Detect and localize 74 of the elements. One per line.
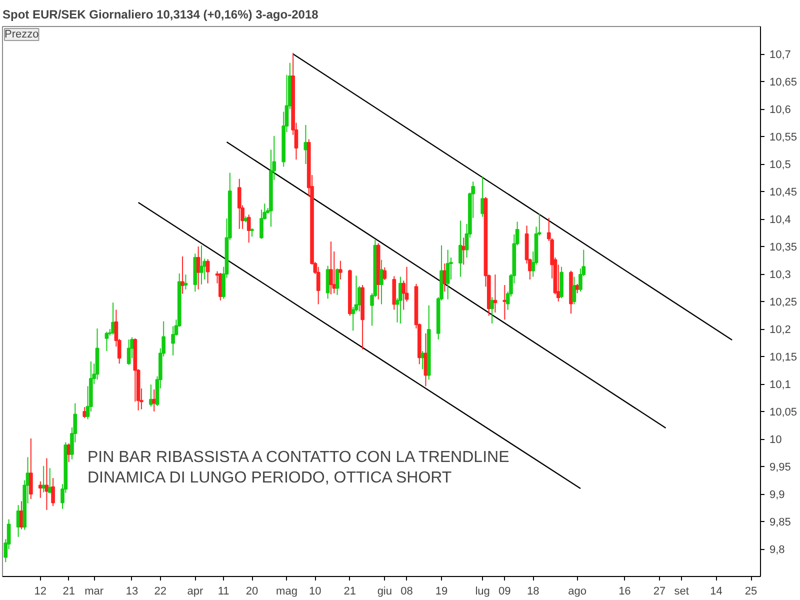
annotation: PIN BAR RIBASSISTA A CONTATTO CON LA TRENDLINE DINAMICA DI LUNGO PERIODO, OTTICA SHORT xyxy=(88,449,510,486)
x-tick-label: 27 xyxy=(653,586,666,598)
y-tick-label: 10,7 xyxy=(770,49,791,61)
x-tick-label: giu xyxy=(377,586,392,598)
y-tick-label: 9,95 xyxy=(770,462,791,474)
candlestick xyxy=(111,302,115,335)
chart-title: Spot EUR/SEK Giornaliero 10,3134 (+0,16%) 3-ago-2018 xyxy=(2,8,319,22)
candlestick xyxy=(180,256,184,294)
x-tick-label: mar xyxy=(84,586,104,598)
annotation: Prezzo xyxy=(4,28,39,40)
x-tick-label: 20 xyxy=(246,586,258,598)
y-tick-label: 10,3 xyxy=(770,269,791,281)
x-tick-label: 19 xyxy=(435,586,448,598)
candlestick xyxy=(335,268,340,296)
candlestick xyxy=(206,258,210,284)
candlestick xyxy=(382,266,387,281)
candlestick xyxy=(462,237,466,266)
y-tick-label: 10,55 xyxy=(770,132,798,144)
x-tick-label: 08 xyxy=(400,586,413,598)
x-tick-label: 09 xyxy=(498,586,511,598)
x-tick-label: 11 xyxy=(218,586,230,598)
y-tick-label: 10,2 xyxy=(770,324,791,336)
candlestick xyxy=(104,331,109,352)
y-tick-label: 10,65 xyxy=(770,76,798,88)
candlestick xyxy=(29,438,33,500)
x-tick-label: lug xyxy=(475,586,490,598)
y-tick-label: 10,5 xyxy=(770,159,791,171)
x-tick-label: 14 xyxy=(710,586,722,598)
candlestick xyxy=(480,176,484,218)
candlestick xyxy=(338,260,342,280)
y-tick-label: 9,85 xyxy=(770,516,791,528)
candlestick xyxy=(152,389,156,412)
x-tick-label: 22 xyxy=(154,586,167,598)
candlestick xyxy=(237,178,242,230)
candlestick xyxy=(329,241,333,295)
candlestick xyxy=(51,478,55,507)
y-tick-label: 10,4 xyxy=(770,214,791,226)
y-tick-label: 9,8 xyxy=(770,544,785,556)
x-tick-label: 21 xyxy=(62,586,75,598)
candlestick xyxy=(490,296,494,324)
x-tick-label: 18 xyxy=(526,586,540,598)
y-tick-label: 10,45 xyxy=(770,186,798,198)
y-tick-label: 9,9 xyxy=(770,489,785,501)
candlestick xyxy=(200,244,204,285)
y-tick-label: 10,05 xyxy=(770,406,798,418)
x-tick-label: 10 xyxy=(309,586,322,598)
candlestick xyxy=(82,406,87,419)
candlestick xyxy=(126,338,131,366)
candlestick xyxy=(380,259,384,305)
x-tick-label: set xyxy=(674,586,689,598)
x-tick-label: 21 xyxy=(344,586,356,598)
candlestick xyxy=(446,249,450,300)
y-tick-label: 10,6 xyxy=(770,104,791,116)
candlestick xyxy=(442,263,447,292)
y-tick-label: 10,15 xyxy=(770,352,798,364)
x-tick-label: apr xyxy=(187,586,204,598)
candlestick xyxy=(42,465,46,493)
candlestick xyxy=(572,276,576,305)
x-tick-label: ago xyxy=(568,586,586,598)
candlestick xyxy=(493,274,498,313)
x-tick-label: mag xyxy=(276,586,298,598)
candlestick xyxy=(316,266,320,305)
candlestick xyxy=(420,350,424,370)
y-tick-label: 10,1 xyxy=(770,379,791,391)
x-tick-label: 13 xyxy=(126,586,138,598)
candlestick xyxy=(458,220,462,278)
x-tick-label: 16 xyxy=(618,586,631,598)
candlestick xyxy=(184,274,188,290)
x-tick-label: 12 xyxy=(34,586,47,598)
y-tick-label: 10,35 xyxy=(770,242,798,254)
candlestick xyxy=(246,214,251,244)
y-tick-label: 10,25 xyxy=(770,296,798,308)
x-tick-label: 25 xyxy=(744,586,758,598)
y-tick-label: 10 xyxy=(770,434,782,446)
